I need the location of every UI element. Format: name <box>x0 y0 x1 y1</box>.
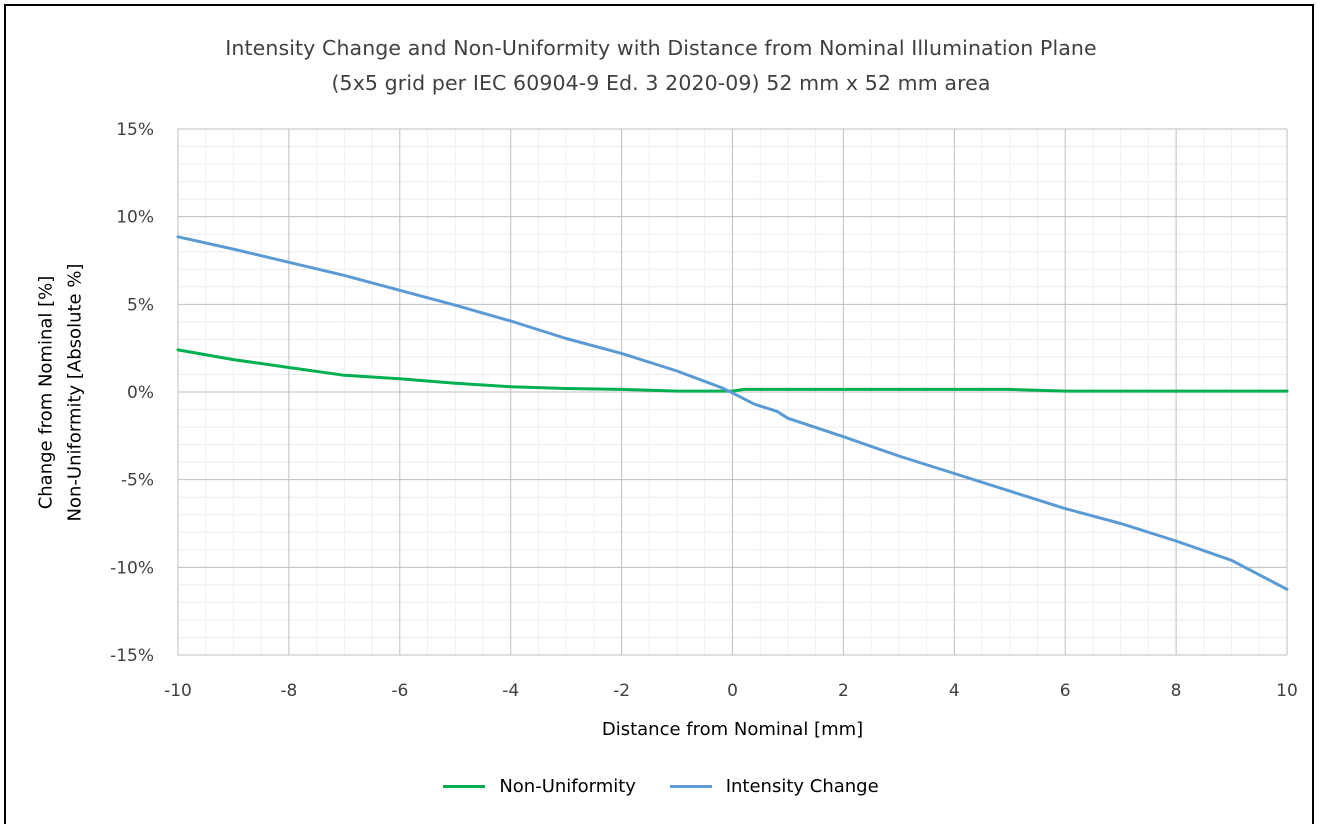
legend-label-intensity-change: Intensity Change <box>725 775 879 797</box>
y-tick-label: -5% <box>121 471 154 491</box>
x-tick-label: 4 <box>949 681 960 701</box>
chart-frame <box>4 4 1314 824</box>
legend-item-non-uniformity: Non-Uniformity <box>443 776 636 797</box>
x-tick-label: -8 <box>280 681 297 701</box>
non-uniformity-line <box>176 348 1289 393</box>
y-tick-label: 0% <box>127 383 154 403</box>
y-tick-label: -10% <box>110 558 154 578</box>
x-tick-label: -10 <box>164 681 192 701</box>
x-tick-label: 2 <box>838 681 849 701</box>
y-tick-label: -15% <box>110 646 154 666</box>
x-tick-label: -2 <box>613 681 630 701</box>
legend-item-intensity-change: Intensity Change <box>669 775 879 797</box>
intensity-change-line <box>176 235 1289 591</box>
y-tick-label: 10% <box>116 208 154 228</box>
legend: Non-Uniformity Intensity Change <box>0 775 1322 797</box>
x-tick-label: -4 <box>502 681 519 701</box>
y-tick-label: 5% <box>127 295 154 315</box>
chart-title: Intensity Change and Non-Uniformity with… <box>225 36 1097 60</box>
x-tick-label: 6 <box>1060 681 1071 701</box>
x-tick-label: 0 <box>727 681 738 701</box>
legend-label-non-uniformity: Non-Uniformity <box>499 775 636 797</box>
legend-swatch-intensity-change <box>669 785 712 788</box>
chart-subtitle: (5x5 grid per IEC 60904-9 Ed. 3 2020-09)… <box>331 71 991 95</box>
x-tick-label: 8 <box>1171 681 1182 701</box>
x-tick-label: 10 <box>1276 681 1298 701</box>
legend-swatch-non-uniformity <box>443 785 486 788</box>
y-axis-title-line-1: Change from Nominal [%] <box>35 275 57 509</box>
y-tick-label: 15% <box>116 120 154 140</box>
y-axis-title-line-2: Non-Uniformity [Absolute %] <box>64 263 86 521</box>
x-tick-label: -6 <box>391 681 408 701</box>
x-axis-title: Distance from Nominal [mm] <box>601 719 864 740</box>
